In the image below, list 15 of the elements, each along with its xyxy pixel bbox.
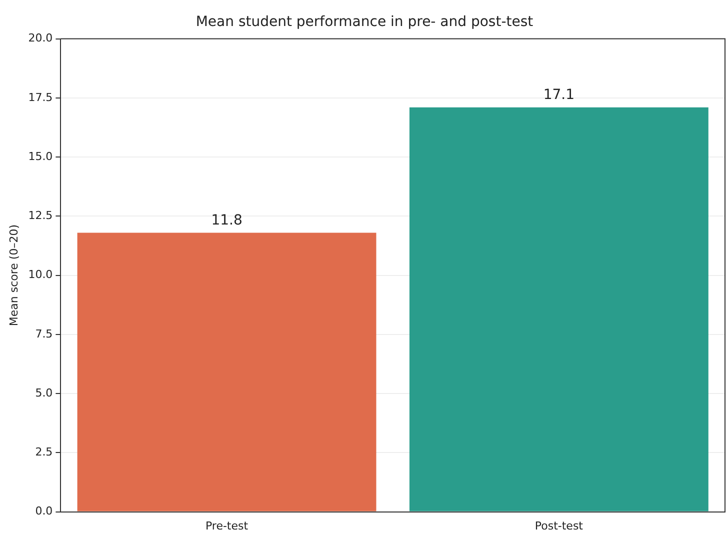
y-tick-label: 10.0	[28, 268, 53, 282]
data-label: 11.8	[211, 212, 242, 228]
y-tick-label: 12.5	[28, 209, 53, 222]
y-tick-label: 20.0	[28, 32, 53, 45]
chart-title: Mean student performance in pre- and post-test	[196, 14, 534, 30]
y-tick-label: 2.5	[35, 446, 53, 459]
y-tick-label: 0.0	[35, 504, 53, 518]
y-tick-label: 7.5	[35, 327, 53, 340]
y-axis-title: Mean score (0–20)	[7, 224, 20, 326]
y-tick-label: 15.0	[28, 150, 53, 163]
y-tick-label: 5.0	[35, 386, 53, 400]
data-label: 17.1	[543, 87, 575, 104]
x-tick-label: Post-test	[534, 519, 584, 532]
x-tick-label: Pre-test	[205, 519, 249, 532]
y-tick-label: 17.5	[28, 90, 53, 104]
